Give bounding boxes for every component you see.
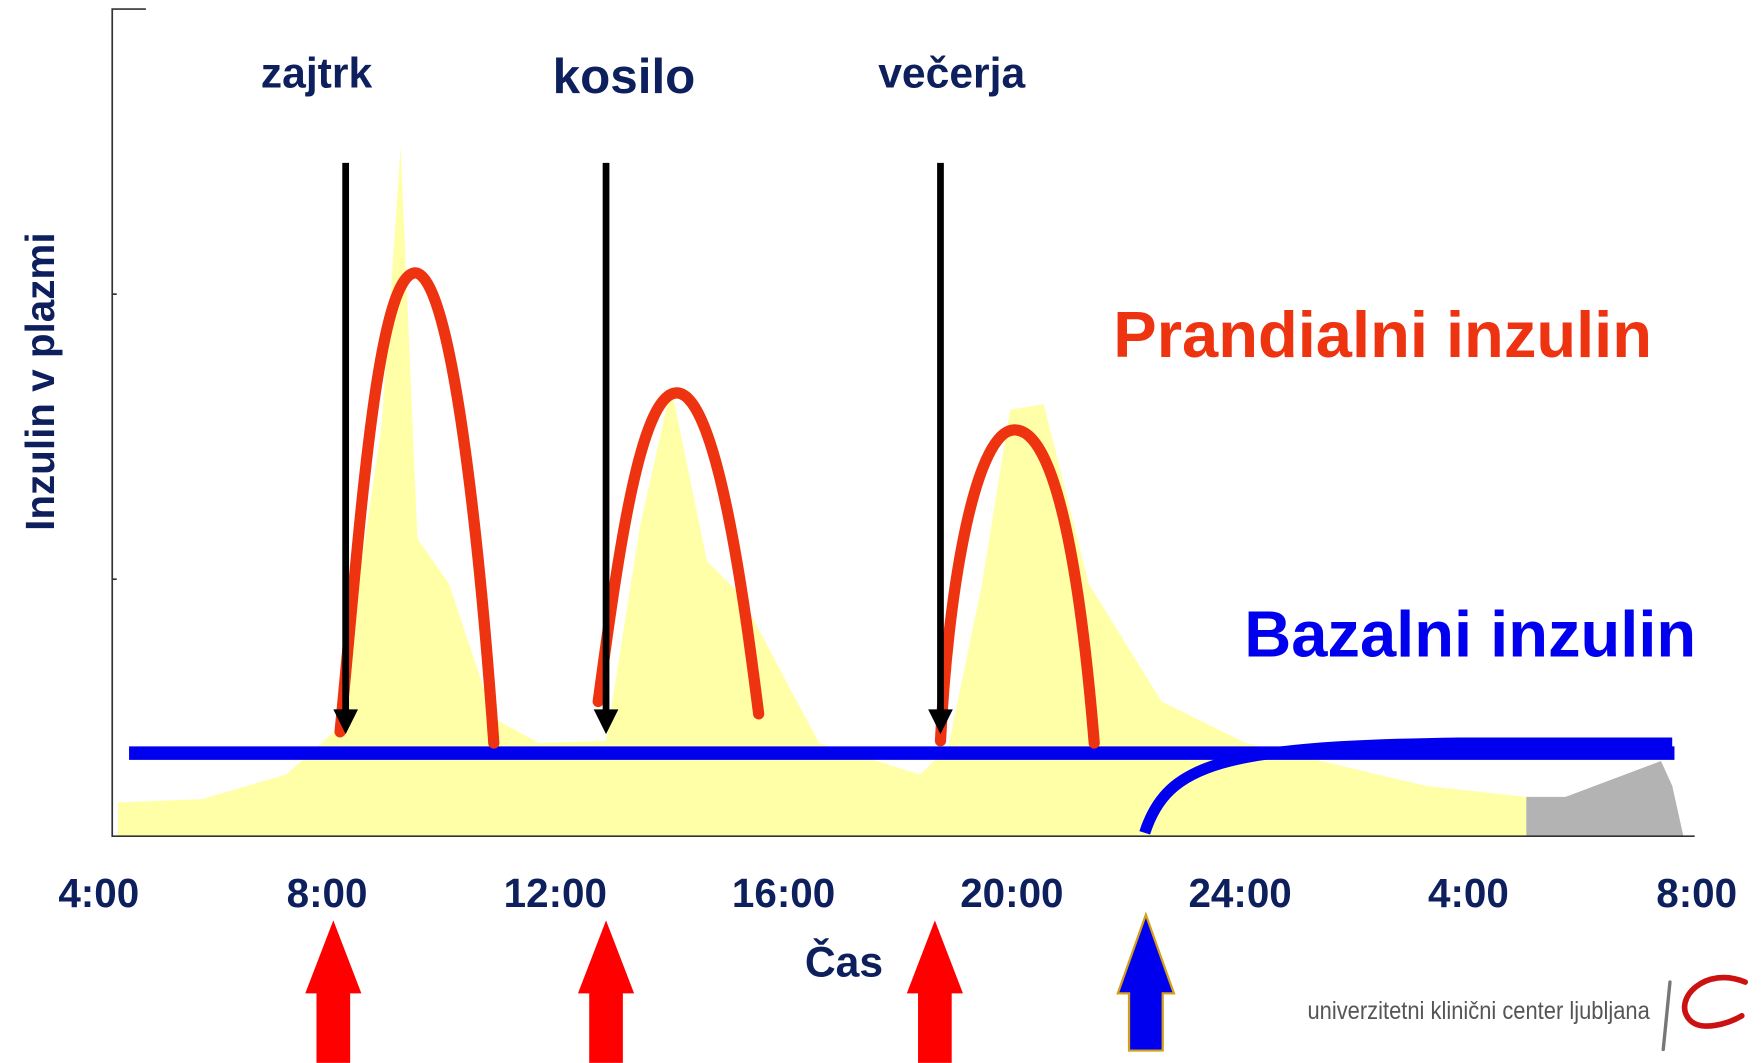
logo-text: univerzitetni klinični center ljubljana — [1307, 998, 1650, 1025]
x-tick-label: 16:00 — [732, 870, 835, 916]
x-ticks: 4:00 8:00 12:00 16:00 20:00 24:00 4:00 8:00 — [58, 870, 1737, 916]
gray-area — [1526, 761, 1684, 837]
x-tick-label: 12:00 — [504, 870, 607, 916]
basal-curve — [1139, 737, 1673, 835]
prandial-curves — [334, 267, 1100, 749]
y-axis-label: Inzulin v plazmi — [17, 232, 63, 530]
meal-label: zajtrk — [261, 50, 373, 98]
meal-label: kosilo — [553, 49, 696, 104]
meal-label: večerja — [878, 50, 1025, 98]
meal-arrows — [333, 162, 953, 735]
logo-mark — [1661, 974, 1748, 1052]
injection-arrows — [305, 911, 1176, 1063]
x-tick-label: 4:00 — [1428, 870, 1509, 916]
axes — [111, 8, 1695, 838]
x-tick-label: 4:00 — [58, 870, 139, 916]
x-axis-label: Čas — [805, 937, 883, 986]
x-tick-label: 20:00 — [960, 870, 1063, 916]
x-tick-label: 24:00 — [1188, 870, 1291, 916]
x-tick-label: 8:00 — [1656, 870, 1737, 916]
physiological-area — [117, 145, 1527, 837]
x-tick-label: 8:00 — [287, 870, 368, 916]
basal-label: Bazalni inzulin — [1244, 598, 1696, 671]
prandial-label: Prandialni inzulin — [1113, 298, 1652, 371]
